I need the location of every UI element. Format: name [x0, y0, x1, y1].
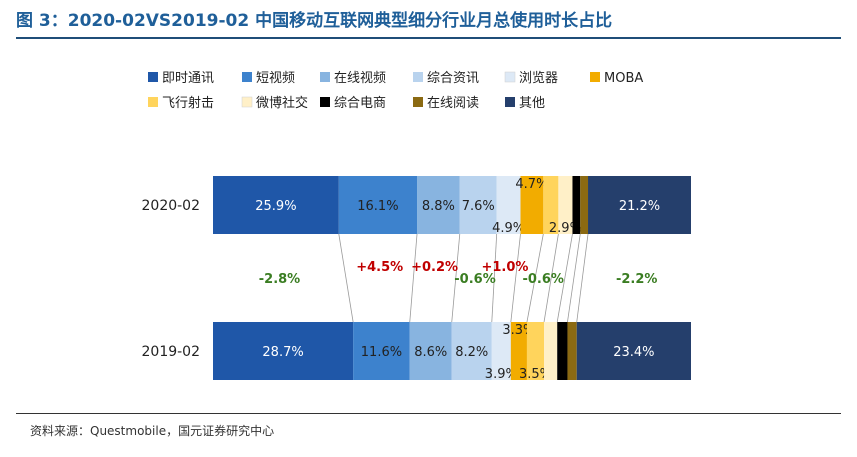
bar-label-1-3: 8.2% — [455, 345, 488, 360]
bar-label-0-1: 16.1% — [357, 199, 398, 214]
legend-label-5: MOBA — [604, 71, 643, 86]
bar-segment-0-10 — [588, 176, 691, 234]
change-label-1: +4.5% — [356, 260, 403, 275]
bar-label-0-2: 8.8% — [422, 199, 455, 214]
connector-line-8 — [556, 233, 573, 323]
legend-swatch-5 — [590, 72, 600, 82]
legend-swatch-2 — [320, 72, 330, 82]
bar-segment-0-8 — [572, 176, 581, 234]
change-label-6: -2.2% — [616, 272, 657, 287]
change-label-5: -0.6% — [522, 272, 563, 287]
bar-segment-0-6 — [543, 176, 559, 234]
bar-label-0-3: 7.6% — [462, 199, 495, 214]
legend-label-9: 在线阅读 — [427, 96, 479, 111]
connector-line-6 — [526, 233, 544, 323]
bar-segment-1-7 — [544, 322, 558, 380]
category-label-0: 2020-02 — [142, 198, 201, 214]
source-note: 资料来源：Questmobile，国元证券研究中心 — [30, 424, 275, 438]
bar-segment-1-5 — [510, 322, 527, 380]
connector-line-1 — [338, 233, 354, 323]
segment-connectors — [338, 233, 589, 323]
legend-label-2: 在线视频 — [334, 71, 386, 86]
legend-label-7: 微博社交 — [256, 95, 308, 111]
bar-segment-0-0 — [213, 176, 339, 234]
bar-segment-0-2 — [417, 176, 460, 234]
connector-line-7 — [543, 233, 559, 323]
category-labels: 2020-02 2019-02 — [142, 198, 201, 360]
connector-line-3 — [451, 233, 461, 323]
bar-segment-1-9 — [567, 322, 577, 380]
change-label-4: +1.0% — [481, 260, 528, 275]
bar-segment-0-9 — [580, 176, 589, 234]
bar-segment-1-4 — [491, 322, 511, 380]
legend-label-10: 其他 — [519, 96, 545, 111]
bar-segment-0-5 — [520, 176, 544, 234]
bars-layer: 25.9% 16.1% 8.8% 7.6%4.9%4.7%2.9%21.2%28.7%… — [213, 176, 691, 382]
title-rule — [16, 37, 841, 39]
bar-segment-0-7 — [558, 176, 573, 234]
legend-swatch-10 — [505, 97, 515, 107]
bar-segment-0-4 — [496, 176, 521, 234]
change-label-2: +0.2% — [411, 260, 458, 275]
legend-label-6: 飞行射击 — [162, 95, 214, 111]
bar-segment-1-0 — [213, 322, 354, 380]
legend-swatch-8 — [320, 97, 330, 107]
legend-label-1: 短视频 — [256, 71, 295, 86]
legend-swatch-1 — [242, 72, 252, 82]
legend-label-8: 综合电商 — [334, 96, 386, 111]
legend-swatch-4 — [504, 71, 516, 83]
chart-legend: 即时通讯 短视频 在线视频 综合资讯 浏览器 MOBA 飞行射击 微博社交 综合电商 在线阅读 其他 — [148, 70, 643, 111]
legend-swatch-6 — [148, 97, 158, 107]
legend-label-4: 浏览器 — [519, 70, 558, 86]
connector-line-10 — [576, 233, 589, 323]
legend-label-0: 即时通讯 — [162, 71, 214, 86]
category-label-1: 2019-02 — [142, 344, 201, 360]
bar-segment-1-2 — [409, 322, 452, 380]
bar-segment-0-1 — [338, 176, 418, 234]
bar-label-0-5: 4.7% — [515, 177, 548, 192]
legend-label-3: 综合资讯 — [427, 71, 479, 86]
legend-swatch-3 — [413, 72, 423, 82]
bar-segment-1-6 — [526, 322, 545, 380]
figure-title: 图 3：2020-02VS2019-02 中国移动互联网典型细分行业月总使用时长… — [16, 11, 613, 31]
bar-label-0-4: 4.9% — [492, 221, 525, 236]
source-rule — [16, 413, 841, 414]
legend-swatch-9 — [413, 97, 423, 107]
bar-label-0-10: 21.2% — [619, 199, 660, 214]
bar-label-1-4: 3.9% — [485, 367, 518, 382]
connector-line-2 — [409, 233, 418, 323]
bar-segment-1-8 — [557, 322, 568, 380]
bar-segment-1-10 — [576, 322, 691, 380]
bar-label-1-0: 28.7% — [262, 345, 303, 360]
change-label-0: -2.8% — [259, 272, 300, 287]
legend-swatch-7 — [241, 96, 253, 108]
change-label-3: -0.6% — [454, 272, 495, 287]
change-labels: -2.8%+4.5% +0.2%-0.6%+1.0%-0.6% -2.2% — [259, 260, 658, 287]
legend-swatch-0 — [148, 72, 158, 82]
bar-segment-1-1 — [353, 322, 410, 380]
bar-label-1-2: 8.6% — [414, 345, 447, 360]
bar-segment-0-3 — [459, 176, 497, 234]
bar-label-1-10: 23.4% — [613, 345, 654, 360]
connector-line-4 — [491, 233, 498, 323]
connector-line-9 — [567, 233, 581, 323]
connector-line-5 — [510, 233, 521, 323]
bar-label-0-0: 25.9% — [255, 199, 296, 214]
bar-label-1-6: 3.5% — [519, 367, 552, 382]
bar-label-1-1: 11.6% — [361, 345, 402, 360]
bar-segment-1-3 — [451, 322, 492, 380]
